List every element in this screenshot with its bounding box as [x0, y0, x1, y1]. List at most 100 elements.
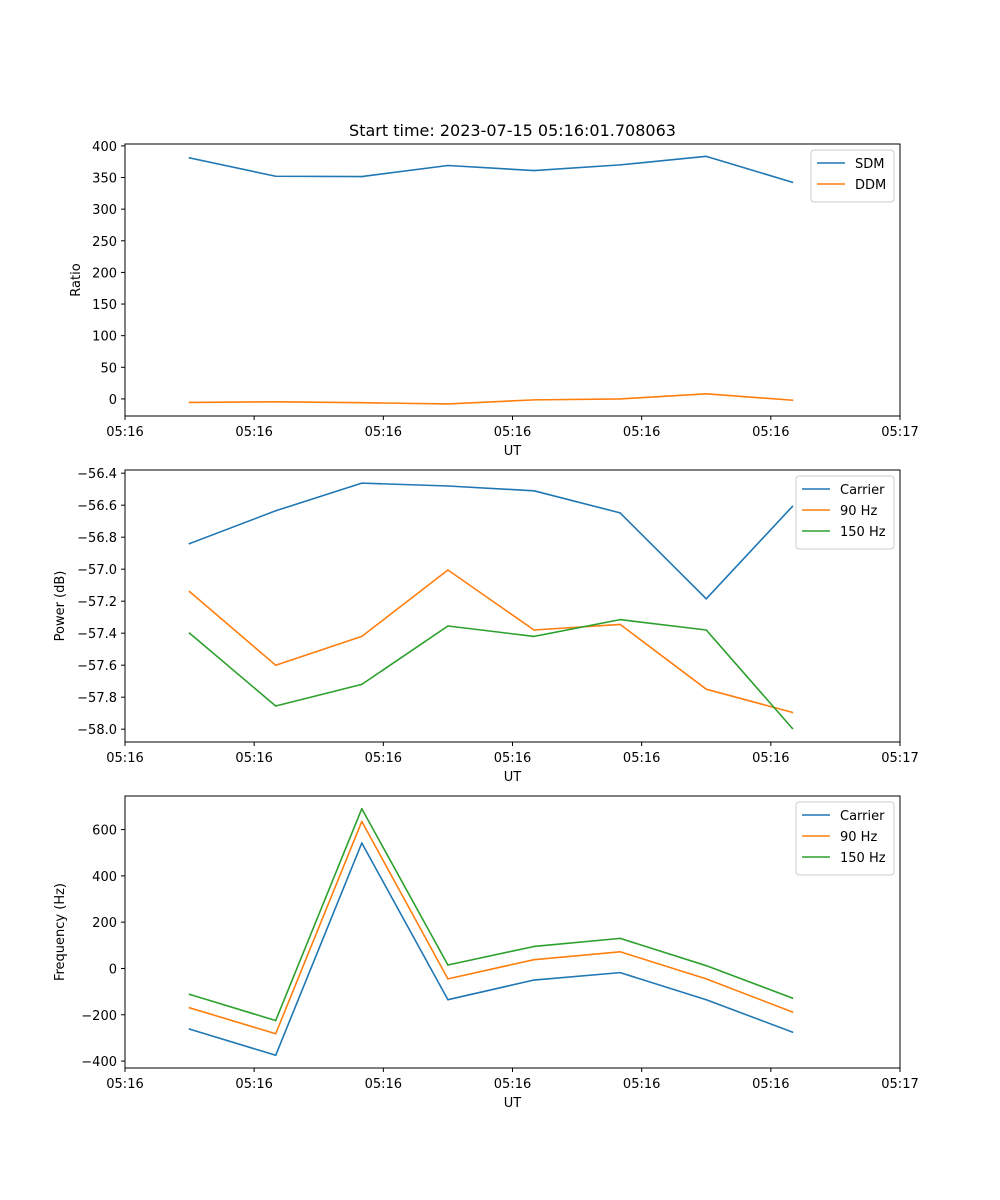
data-point: [533, 169, 535, 172]
y-tick-label: −56.4: [77, 467, 117, 482]
x-tick-label: 05:16: [235, 425, 272, 440]
x-tick-label: 05:16: [623, 1077, 660, 1092]
x-tick-label: 05:16: [623, 425, 660, 440]
x-tick-label: 05:16: [752, 751, 789, 766]
data-point: [791, 1031, 794, 1033]
data-point: [619, 164, 621, 166]
data-point: [188, 993, 191, 996]
x-tick-label: 05:17: [881, 425, 918, 440]
data-point: [791, 711, 794, 714]
y-tick-label: −56.8: [77, 531, 117, 546]
x-tick-label: 05:16: [494, 751, 531, 766]
data-point: [791, 1011, 794, 1013]
data-point: [274, 1054, 277, 1057]
y-tick-label: −57.0: [77, 563, 117, 578]
data-point: [188, 542, 191, 545]
data-point: [705, 629, 708, 631]
data-point: [619, 937, 621, 940]
legend-label: DDM: [855, 178, 886, 193]
y-tick-label: 200: [92, 916, 117, 931]
data-point: [619, 618, 621, 621]
data-point: [361, 807, 363, 810]
data-point: [791, 727, 794, 730]
data-point: [188, 157, 191, 159]
y-tick-label: 150: [92, 298, 117, 313]
y-tick-label: −58.0: [77, 723, 117, 738]
data-point: [619, 971, 621, 974]
data-point: [361, 842, 363, 844]
data-point: [188, 1007, 191, 1009]
data-point: [188, 401, 191, 404]
legend-label: Carrier: [840, 483, 885, 498]
data-point: [274, 1032, 277, 1035]
x-tick-label: 05:16: [752, 425, 789, 440]
legend-label: SDM: [855, 157, 884, 172]
series-line-90-hz: [188, 820, 794, 1035]
data-point: [705, 393, 708, 395]
chart-title: Start time: 2023-07-15 05:16:01.708063: [349, 121, 676, 140]
data-point: [188, 1028, 191, 1030]
data-point: [791, 997, 794, 999]
x-axis-label: UT: [504, 770, 522, 785]
data-point: [361, 482, 363, 484]
x-tick-label: 05:16: [623, 751, 660, 766]
x-axis-label: UT: [504, 1096, 522, 1111]
data-point: [274, 175, 277, 178]
data-point: [705, 598, 708, 600]
y-tick-label: −400: [81, 1055, 117, 1070]
y-tick-label: 400: [92, 140, 117, 155]
data-point: [188, 632, 191, 634]
data-point: [619, 398, 621, 400]
x-tick-label: 05:16: [106, 1077, 143, 1092]
data-point: [791, 505, 794, 508]
data-point: [705, 155, 708, 158]
x-tick-label: 05:16: [494, 425, 531, 440]
data-point: [447, 403, 449, 405]
data-point: [533, 958, 535, 961]
x-tick-label: 05:16: [752, 1077, 789, 1092]
series-line-sdm: [188, 155, 794, 184]
y-tick-label: 600: [92, 824, 117, 839]
data-point: [274, 1019, 277, 1022]
data-point: [791, 181, 794, 184]
data-point: [274, 400, 277, 403]
y-tick-label: −57.8: [77, 691, 117, 706]
y-tick-label: 0: [109, 962, 117, 977]
y-tick-label: 100: [92, 330, 117, 345]
data-point: [533, 635, 535, 638]
series-line-150-hz: [188, 807, 794, 1022]
data-point: [705, 964, 708, 967]
data-point: [533, 979, 535, 981]
x-tick-label: 05:16: [235, 1077, 272, 1092]
data-point: [447, 625, 449, 627]
x-tick-label: 05:17: [881, 1077, 918, 1092]
data-point: [705, 998, 708, 1001]
data-point: [533, 945, 535, 948]
data-point: [619, 512, 621, 514]
x-tick-label: 05:17: [881, 751, 918, 766]
legend-label: 90 Hz: [840, 504, 877, 519]
data-point: [447, 998, 449, 1001]
legend-label: 150 Hz: [840, 851, 886, 866]
y-tick-label: 0: [109, 393, 117, 408]
y-tick-label: 250: [92, 235, 117, 250]
data-point: [361, 820, 363, 823]
data-point: [447, 485, 449, 487]
y-tick-label: 350: [92, 172, 117, 187]
data-point: [447, 569, 449, 571]
data-point: [533, 399, 535, 401]
x-tick-label: 05:16: [494, 1077, 531, 1092]
data-point: [533, 490, 535, 492]
y-tick-label: −56.6: [77, 499, 117, 514]
y-tick-label: 400: [92, 870, 117, 885]
data-point: [274, 664, 277, 666]
data-point: [619, 623, 621, 626]
x-axis-label: UT: [504, 444, 522, 459]
x-tick-label: 05:16: [365, 1077, 402, 1092]
data-point: [447, 164, 449, 167]
x-tick-label: 05:16: [106, 751, 143, 766]
data-point: [705, 978, 708, 980]
data-point: [705, 688, 708, 690]
data-point: [274, 705, 277, 707]
